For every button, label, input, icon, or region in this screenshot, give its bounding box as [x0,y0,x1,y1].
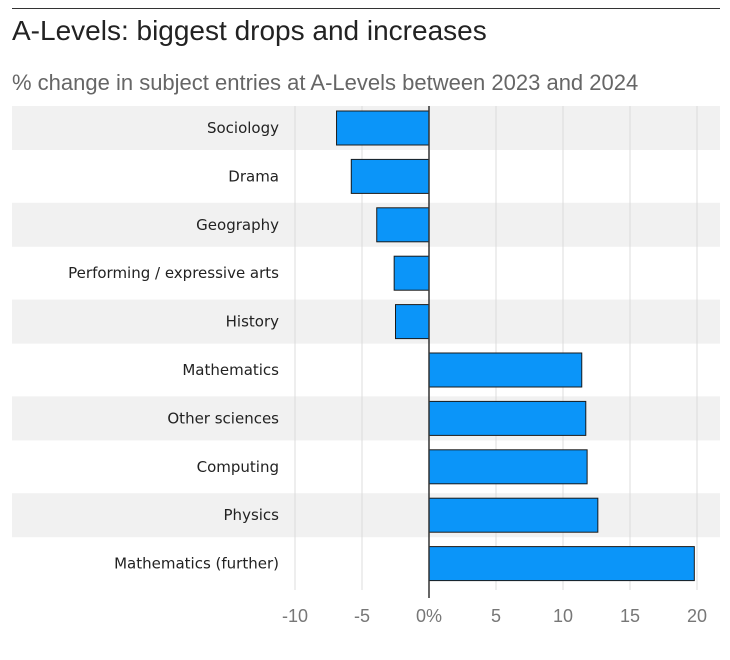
row-band [12,202,720,247]
bar [395,304,430,340]
category-label: Sociology [207,119,279,137]
x-tick-label: 5 [491,606,501,626]
bar [336,110,430,146]
x-tick-label: 10 [553,606,573,626]
bar [393,255,430,291]
category-labels: Sociology Drama Geography Performing / expr… [68,119,279,573]
bar [428,449,588,485]
bars [336,110,695,582]
chart-title: A-Levels: biggest drops and increases [12,15,487,46]
x-tick-label: 0% [416,606,442,626]
row-band [12,396,720,441]
row-bands [12,106,720,538]
bar [428,352,583,388]
bar [350,158,430,194]
category-label: Performing / expressive arts [68,264,279,282]
row-band [12,493,720,538]
bar [376,207,430,243]
tick-labels: -10 -5 0% 5 10 15 20 [282,606,707,626]
category-label: Mathematics (further) [114,555,279,573]
chart-subtitle: % change in subject entries at A-Levels … [12,70,639,95]
bar [428,546,695,582]
category-label: Mathematics [182,361,279,379]
x-tick-label: 15 [620,606,640,626]
x-tick-label: -5 [354,606,370,626]
bar [428,400,587,436]
bar [428,497,599,533]
category-label: History [226,313,279,331]
category-label: Other sciences [167,409,279,427]
row-band [12,299,720,344]
category-label: Computing [197,458,279,476]
top-rule [12,8,720,9]
category-label: Drama [228,167,279,185]
x-tick-label: 20 [687,606,707,626]
category-label: Geography [196,216,279,234]
category-label: Physics [224,506,280,524]
x-tick-label: -10 [282,606,308,626]
